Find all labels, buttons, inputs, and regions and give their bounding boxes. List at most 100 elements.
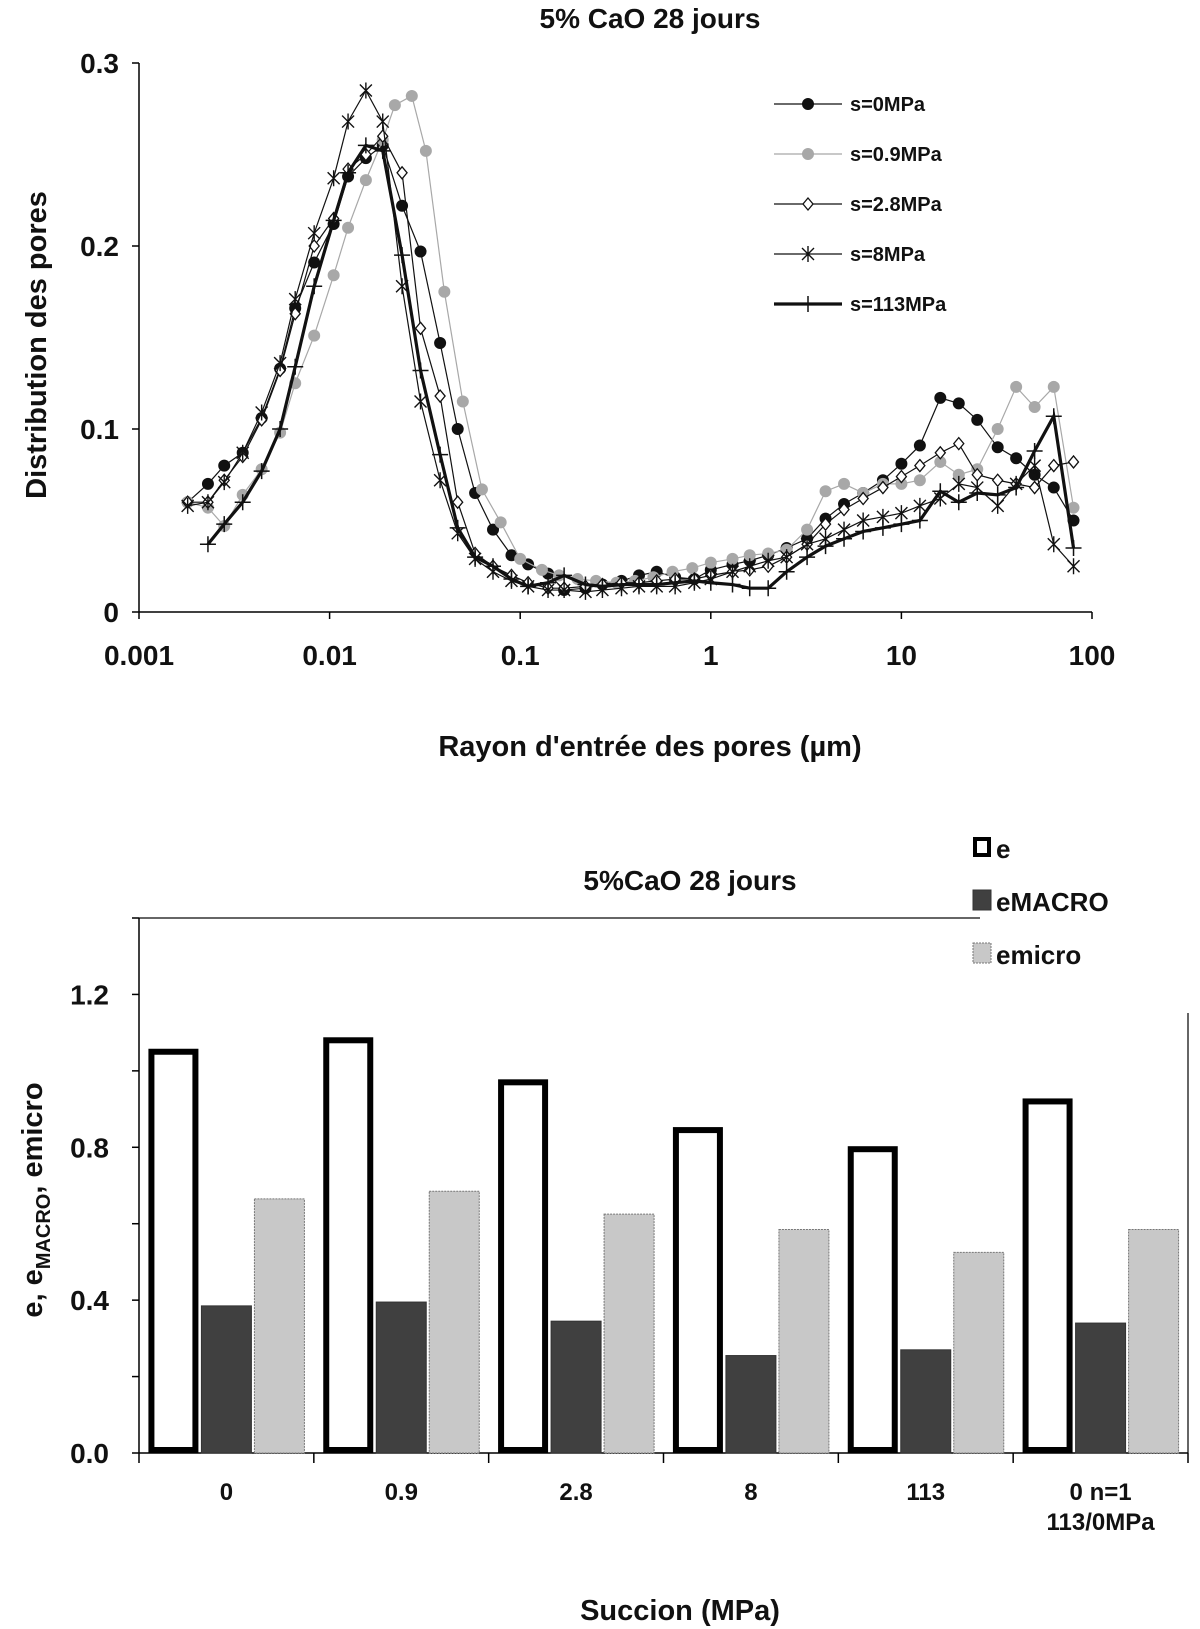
line-chart-legend: s=0MPa s=0.9MPa s=2.8MPa s=8MPa s=113MPa [774, 94, 947, 316]
data-point-marker [686, 572, 703, 589]
data-point-marker [1028, 480, 1041, 495]
legend-label: s=113MPa [850, 294, 947, 316]
y-label-subscript: MACRO [33, 1194, 55, 1270]
data-point-marker [514, 552, 527, 565]
data-point-marker [419, 144, 432, 157]
data-point-marker [761, 552, 775, 569]
bar-e-0 [148, 1048, 199, 1453]
legend-label: e [996, 834, 1010, 864]
data-point-marker [1047, 481, 1060, 494]
data-point-marker [308, 329, 321, 342]
data-point-marker [726, 552, 739, 565]
data-point-marker [913, 474, 926, 487]
data-point-marker [914, 458, 926, 473]
data-point-marker [971, 413, 984, 426]
data-point-marker [327, 170, 341, 187]
data-point-marker [802, 196, 814, 212]
bar-e-1 [323, 1037, 374, 1454]
category-label: 8 [744, 1479, 757, 1506]
data-point-marker [201, 494, 215, 511]
data-point-marker [342, 221, 355, 234]
data-point-marker [836, 530, 853, 547]
data-point-marker [800, 296, 816, 312]
data-point-marker [396, 199, 409, 212]
data-point-marker [594, 578, 611, 595]
data-point-marker [201, 477, 214, 490]
data-point-marker [414, 245, 427, 258]
data-point-marker [874, 519, 891, 536]
data-point-marker [932, 483, 949, 500]
data-point-marker [503, 571, 520, 588]
data-point-marker [577, 576, 594, 593]
data-point-marker [494, 516, 507, 529]
data-point-marker [325, 212, 342, 229]
data-point-marker [557, 582, 571, 599]
data-point-marker [306, 278, 323, 295]
y-label-tail: , emicro [17, 1082, 49, 1193]
bar-e-5 [1022, 1098, 1073, 1454]
x-tick-label: 10 [886, 640, 917, 671]
x-tick-label: 1 [703, 640, 719, 671]
data-point-marker [799, 549, 816, 566]
data-point-marker [838, 477, 851, 490]
data-point-marker [895, 469, 908, 484]
category-label: 113 [906, 1479, 945, 1506]
data-point-marker [487, 523, 500, 536]
bar-eMACRO-2 [550, 1320, 602, 1454]
data-point-marker [540, 574, 557, 591]
data-point-marker [704, 556, 717, 569]
bar-eMACRO-3 [725, 1355, 777, 1454]
series-s=0.9MPa [181, 89, 1080, 589]
data-point-marker [1026, 442, 1043, 459]
data-point-marker [952, 475, 966, 492]
data-point-marker [1028, 401, 1041, 414]
data-point-marker [743, 558, 757, 575]
data-point-marker [613, 576, 630, 593]
data-point-marker [405, 89, 418, 102]
bar-chart-title: 5%CaO 28 jours [583, 865, 796, 896]
data-point-marker [1065, 539, 1082, 556]
y-tick-label: 0.8 [70, 1132, 109, 1163]
data-point-marker [327, 269, 340, 282]
line-chart-y-label: Distribution des pores [21, 191, 53, 499]
line-chart-axes: 0 0.1 0.2 0.3 0.001 0.01 0.1 1 10 100 [80, 48, 1115, 671]
data-point-marker [778, 563, 795, 580]
data-point-marker [1047, 536, 1061, 553]
legend-item: e [973, 834, 1010, 864]
data-point-marker [234, 494, 251, 511]
series-s=113MPa [199, 137, 1082, 597]
data-point-marker [340, 164, 357, 181]
data-point-marker [217, 474, 231, 491]
data-point-marker [255, 404, 269, 421]
data-point-marker [376, 113, 390, 130]
data-point-marker [449, 519, 466, 536]
data-point-marker [911, 512, 928, 529]
category-label: 0 n=1 [1070, 1479, 1132, 1506]
data-point-marker [1047, 458, 1060, 473]
void-ratio-bar-chart: 5%CaO 28 jours 0.0 0.4 0.8 1.2 0 0.9 2.8 8 113 0 … [17, 834, 1189, 1627]
data-point-marker [357, 137, 374, 154]
data-point-marker [1067, 454, 1080, 469]
category-label: 2.8 [559, 1479, 592, 1506]
data-point-marker [374, 142, 391, 159]
data-point-marker [434, 389, 446, 404]
bar-eMACRO-1 [375, 1301, 427, 1454]
data-point-marker [780, 549, 794, 566]
legend-item: s=113MPa [774, 294, 947, 316]
x-tick-label: 0.001 [104, 640, 174, 671]
data-point-marker [838, 502, 850, 517]
data-point-marker [913, 439, 926, 452]
data-point-marker [1067, 558, 1081, 575]
data-point-marker [760, 580, 777, 597]
bar-emicro-1 [428, 1190, 480, 1454]
line-chart-series [181, 82, 1082, 600]
data-point-marker [520, 578, 537, 595]
legend-swatch [972, 942, 992, 964]
x-tick-label: 0.1 [501, 640, 540, 671]
data-point-marker [801, 523, 814, 536]
legend-swatch [973, 837, 991, 857]
data-point-marker [475, 483, 488, 496]
data-point-marker [414, 393, 428, 410]
data-point-marker [819, 485, 832, 498]
data-point-marker [877, 480, 889, 495]
